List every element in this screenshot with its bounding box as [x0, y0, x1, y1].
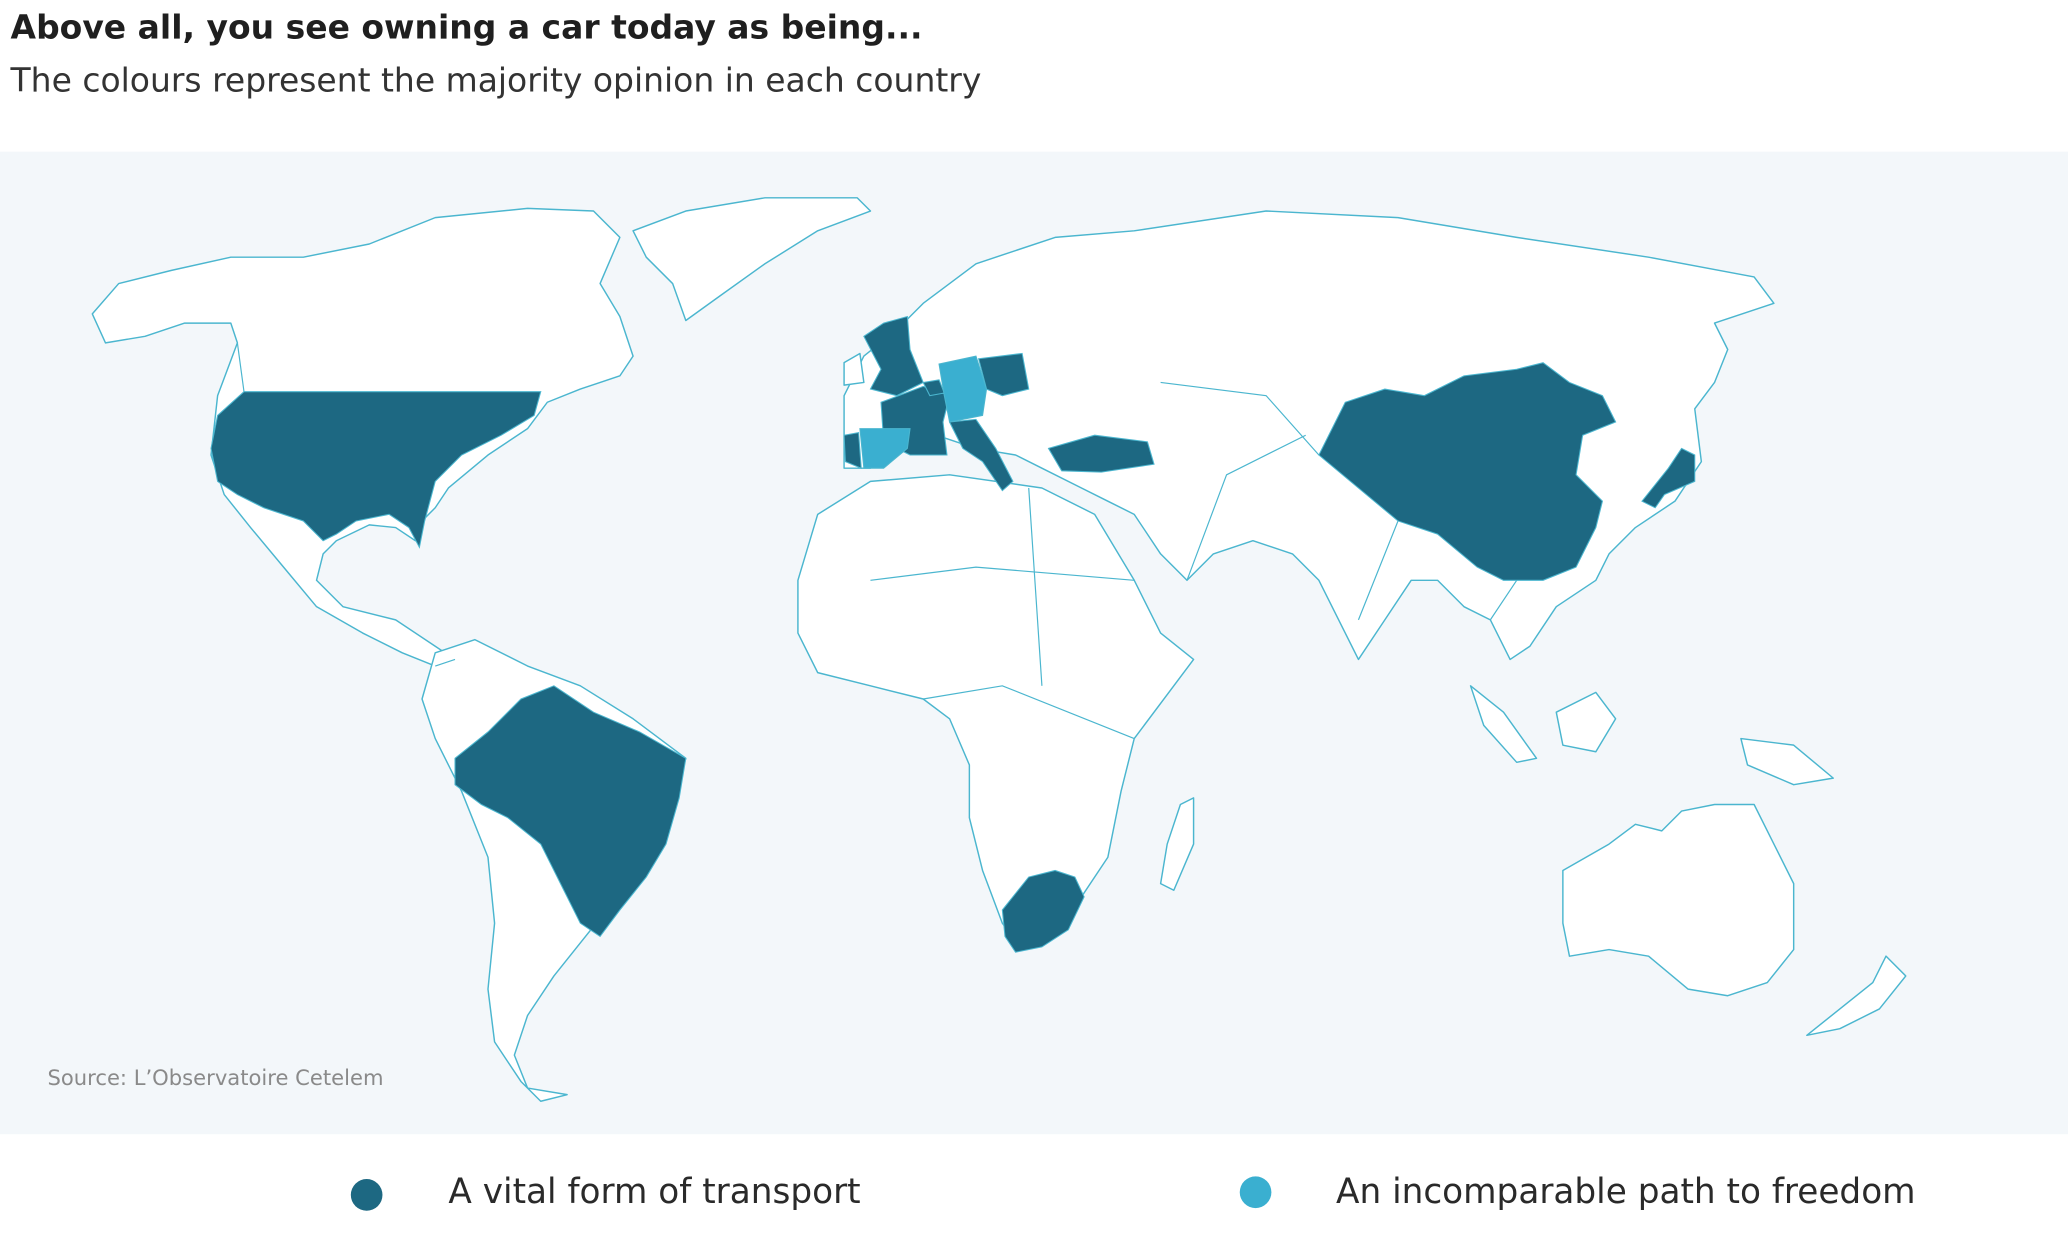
country-italy	[948, 418, 1014, 492]
sumatra	[1469, 685, 1538, 764]
country-poland	[977, 352, 1030, 397]
country-china	[1318, 362, 1617, 581]
australia	[1562, 803, 1795, 997]
country-spain	[859, 428, 911, 469]
country-borders	[236, 342, 1518, 740]
country-south-africa	[1001, 869, 1085, 953]
legend-swatch	[350, 1179, 383, 1211]
new-zealand	[1806, 955, 1907, 1037]
map	[91, 197, 1907, 1102]
subtitle: The colours represent the majority opini…	[10, 60, 982, 99]
legend-label: A vital form of transport	[448, 1172, 860, 1212]
legend-label: An incomparable path to freedom	[1336, 1172, 1916, 1212]
title: Above all, you see owning a car today as…	[11, 8, 923, 47]
borneo	[1555, 691, 1617, 753]
country-turkey	[1047, 434, 1155, 473]
country-portugal	[843, 431, 862, 470]
uk-ireland	[843, 352, 865, 386]
country-usa	[210, 391, 542, 549]
madagascar	[1159, 797, 1195, 891]
source-note: Source: L’Observatoire Cetelem	[47, 1065, 383, 1090]
country-brazil	[454, 685, 687, 938]
greenland	[632, 197, 872, 322]
country-japan	[1641, 447, 1696, 509]
new-guinea	[1740, 737, 1834, 786]
legend-swatch	[1239, 1176, 1272, 1209]
country-germany	[938, 355, 988, 423]
